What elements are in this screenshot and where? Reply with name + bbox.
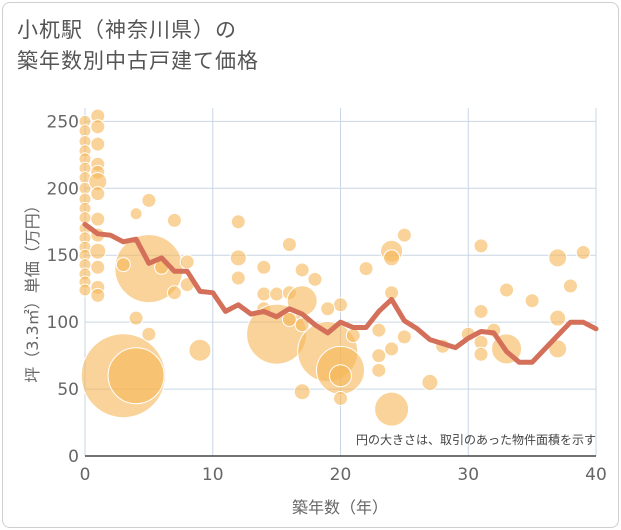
chart-title-line-1: 小杌駅（神奈川県）の <box>17 18 237 42</box>
y-axis-ticks: 0 50 100 150 200 250 <box>47 112 79 467</box>
y-tick-label: 0 <box>68 447 79 467</box>
bubble <box>188 338 212 362</box>
bubble <box>166 212 182 228</box>
y-tick-label: 150 <box>47 246 79 266</box>
bubble <box>90 259 106 275</box>
bubble <box>229 249 247 267</box>
bubble <box>358 261 374 277</box>
average-price-line <box>82 221 599 365</box>
bubble <box>562 278 578 294</box>
bubble <box>575 245 591 261</box>
y-tick-label: 100 <box>47 313 79 333</box>
bubble <box>499 282 515 298</box>
bubble <box>256 286 272 302</box>
bubble <box>90 186 106 202</box>
bubble <box>281 311 297 327</box>
bubble <box>548 248 568 268</box>
bubble <box>230 270 246 286</box>
bubble <box>269 286 285 302</box>
bubble <box>371 348 387 364</box>
bubble <box>345 328 361 344</box>
bubble <box>549 309 567 327</box>
bubble <box>89 242 107 260</box>
bubble <box>294 317 310 333</box>
bubble <box>320 301 336 317</box>
y-tick-label: 200 <box>47 179 79 199</box>
bubble <box>230 214 246 230</box>
bubble-size-note: 円の大きさは、取引のあった物件面積を示す <box>356 432 596 447</box>
bubble <box>329 364 352 388</box>
bubble <box>129 207 143 221</box>
y-tick-label: 50 <box>57 380 79 400</box>
bubble <box>307 271 323 287</box>
bubble <box>141 326 157 342</box>
bubble <box>179 254 195 270</box>
bubble <box>383 249 401 267</box>
x-tick-label: 0 <box>80 465 91 485</box>
bubble <box>115 257 131 273</box>
bubble <box>371 322 387 338</box>
bubble <box>256 259 272 275</box>
bubble <box>294 262 310 278</box>
bubble <box>90 211 106 227</box>
chart-title-line-2: 築年数別中古戸建て価格 <box>17 49 259 73</box>
bubble <box>396 329 412 345</box>
bubble <box>374 391 410 427</box>
x-tick-label: 20 <box>330 465 352 485</box>
bubble <box>281 237 297 253</box>
bubble <box>78 283 92 297</box>
bubble <box>396 227 412 243</box>
bubble <box>473 346 489 362</box>
x-axis-title: 築年数（年） <box>292 498 388 517</box>
grid-lines <box>84 108 597 457</box>
bubble <box>128 310 144 326</box>
bubble-series <box>78 108 591 427</box>
bubble <box>421 373 439 391</box>
bubble <box>473 303 489 319</box>
bubble <box>293 383 311 401</box>
x-tick-label: 30 <box>457 465 479 485</box>
y-axis-title: 坪（3.3㎡）単価（万円） <box>23 197 42 382</box>
bubble <box>548 339 568 359</box>
bubble <box>333 390 348 406</box>
bubble <box>90 136 106 152</box>
chart-title: 小杌駅（神奈川県）の 築年数別中古戸建て価格 <box>17 15 259 77</box>
bubble <box>78 124 92 138</box>
bubble <box>333 297 348 313</box>
bubble <box>90 287 106 303</box>
y-tick-label: 250 <box>47 112 79 132</box>
bubble <box>524 293 540 309</box>
x-tick-label: 10 <box>202 465 224 485</box>
bubble <box>114 234 184 304</box>
bubble <box>141 192 157 208</box>
x-axis-ticks: 0 10 20 30 40 <box>80 465 607 485</box>
bubble <box>166 285 182 301</box>
bubble <box>107 347 165 405</box>
bubble <box>371 362 387 378</box>
x-tick-label: 40 <box>585 465 607 485</box>
bubble <box>473 238 489 254</box>
bubble <box>384 341 400 357</box>
bubble <box>90 119 106 135</box>
